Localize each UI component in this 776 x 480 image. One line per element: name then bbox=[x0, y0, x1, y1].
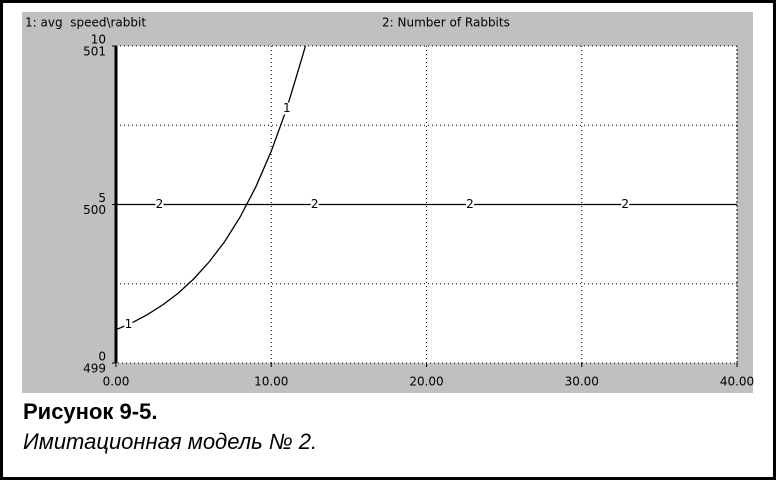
caption-title: Рисунок 9-5. bbox=[23, 399, 158, 424]
y2-tick-label: 500 bbox=[83, 203, 106, 217]
y2-tick-label: 501 bbox=[83, 45, 106, 59]
caption-text: Имитационная модель № 2. bbox=[23, 429, 318, 454]
series-marker: 2 bbox=[311, 197, 319, 211]
marker-bg bbox=[282, 102, 291, 115]
x-tick-label: 30.00 bbox=[565, 375, 599, 389]
marker-bg bbox=[124, 318, 133, 331]
marker-bg bbox=[621, 198, 630, 211]
y2-tick-label: 499 bbox=[83, 362, 106, 376]
plot-border bbox=[115, 45, 738, 364]
x-tick-label: 0.00 bbox=[103, 375, 130, 389]
series-marker: 2 bbox=[156, 197, 164, 211]
marker-bg bbox=[155, 198, 164, 211]
marker-bg bbox=[310, 198, 319, 211]
series-marker: 1 bbox=[125, 317, 133, 331]
series-marker: 1 bbox=[283, 101, 291, 115]
series-marker: 2 bbox=[621, 197, 629, 211]
marker-bg bbox=[465, 198, 474, 211]
y-tick-label: 5 bbox=[98, 191, 106, 205]
series-marker: 2 bbox=[466, 197, 474, 211]
series-line bbox=[116, 45, 307, 331]
x-tick-label: 10.00 bbox=[254, 375, 288, 389]
legend-entry: 2: Number of Rabbits bbox=[382, 16, 510, 30]
y-tick-label: 10 bbox=[91, 33, 106, 47]
y-tick-label: 0 bbox=[98, 350, 106, 364]
x-tick-label: 20.00 bbox=[409, 375, 443, 389]
x-tick-label: 40.00 bbox=[720, 375, 754, 389]
legend-entry: 1: avg speed\rabbit bbox=[25, 16, 146, 30]
chart: 1: avg speed\rabbit 2: Number of Rabbits… bbox=[22, 12, 754, 393]
